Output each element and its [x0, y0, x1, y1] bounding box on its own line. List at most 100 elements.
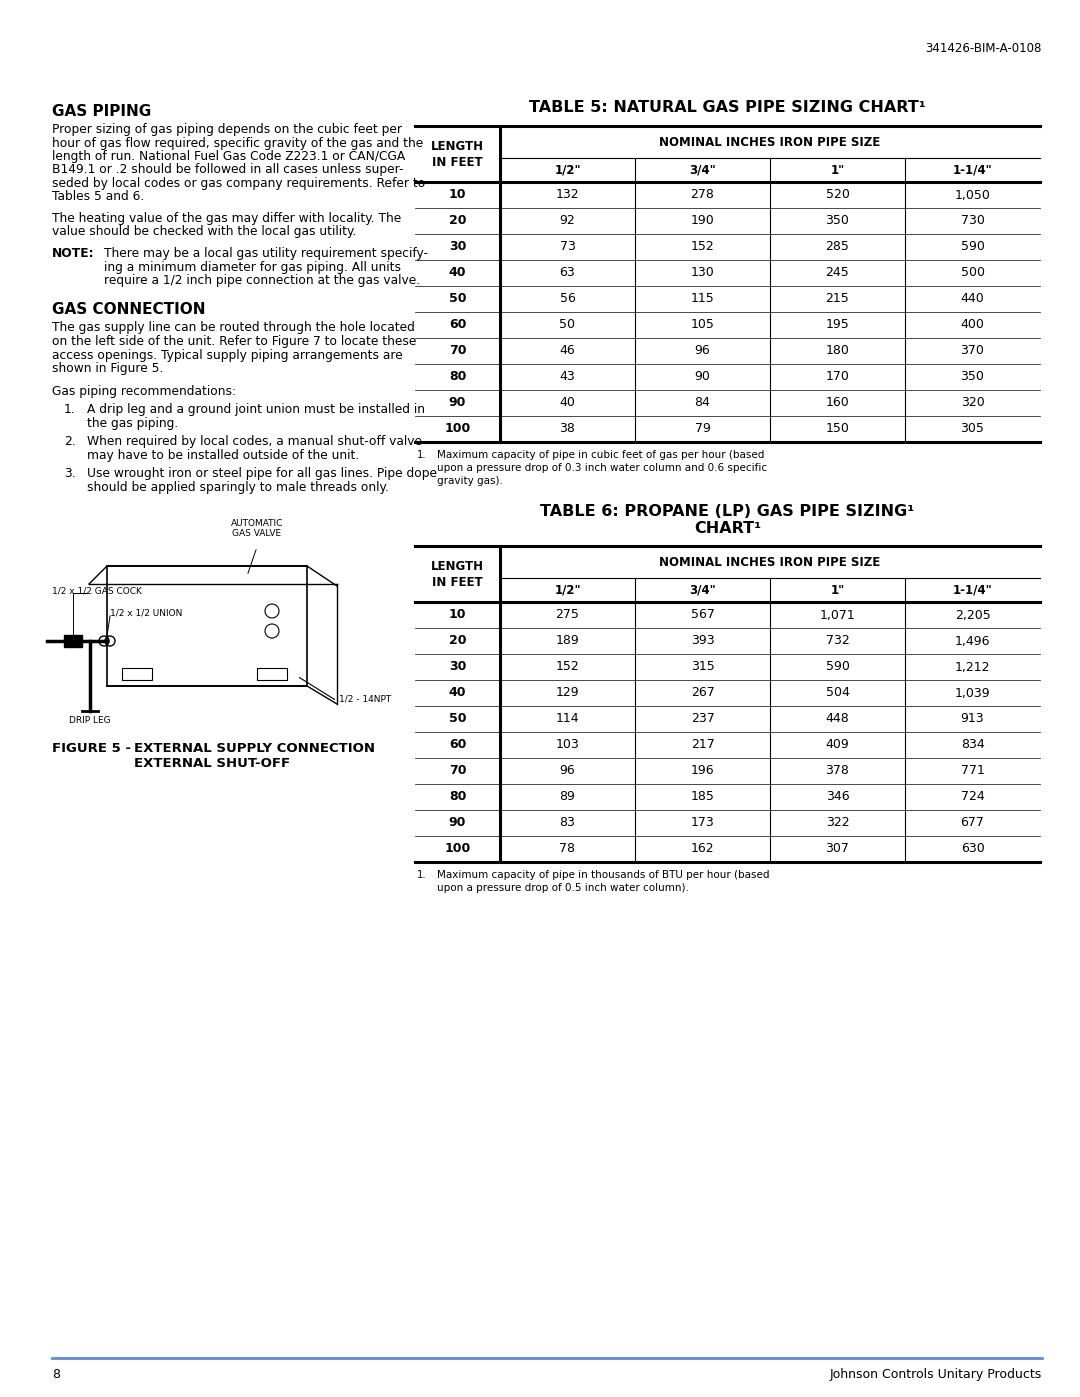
Text: 285: 285: [825, 240, 850, 253]
Text: 1.: 1.: [64, 402, 76, 416]
Text: 724: 724: [960, 791, 984, 803]
Text: 63: 63: [559, 267, 576, 279]
Text: 3/4": 3/4": [689, 163, 716, 176]
Text: Proper sizing of gas piping depends on the cubic feet per: Proper sizing of gas piping depends on t…: [52, 123, 402, 136]
Text: DRIP LEG: DRIP LEG: [69, 717, 111, 725]
Text: NOTE:: NOTE:: [52, 247, 95, 260]
Text: 195: 195: [825, 319, 849, 331]
Text: Use wrought iron or steel pipe for all gas lines. Pipe dope: Use wrought iron or steel pipe for all g…: [87, 467, 437, 481]
Text: 173: 173: [690, 816, 714, 830]
Text: 20: 20: [449, 215, 467, 228]
Text: NOMINAL INCHES IRON PIPE SIZE: NOMINAL INCHES IRON PIPE SIZE: [660, 556, 880, 569]
Text: shown in Figure 5.: shown in Figure 5.: [52, 362, 163, 374]
Text: 834: 834: [960, 739, 984, 752]
Text: 409: 409: [825, 739, 849, 752]
Text: 80: 80: [449, 370, 467, 384]
Text: 315: 315: [690, 661, 714, 673]
Text: 520: 520: [825, 189, 850, 201]
Text: 60: 60: [449, 739, 467, 752]
Text: 38: 38: [559, 422, 576, 436]
Text: 96: 96: [559, 764, 576, 778]
Text: 30: 30: [449, 240, 467, 253]
Text: 8: 8: [52, 1368, 60, 1382]
Text: 83: 83: [559, 816, 576, 830]
Text: There may be a local gas utility requirement specify-: There may be a local gas utility require…: [104, 247, 428, 260]
Text: 79: 79: [694, 422, 711, 436]
Text: 500: 500: [960, 267, 985, 279]
Text: 80: 80: [449, 791, 467, 803]
Text: 70: 70: [449, 345, 467, 358]
Text: 40: 40: [449, 267, 467, 279]
Text: 217: 217: [690, 739, 714, 752]
Text: 84: 84: [694, 397, 711, 409]
Text: 1": 1": [831, 163, 845, 176]
Text: AUTOMATIC
GAS VALVE: AUTOMATIC GAS VALVE: [231, 520, 283, 538]
Text: on the left side of the unit. Refer to Figure 7 to locate these: on the left side of the unit. Refer to F…: [52, 335, 417, 348]
Text: EXTERNAL SUPPLY CONNECTION: EXTERNAL SUPPLY CONNECTION: [134, 742, 375, 754]
Text: may have to be installed outside of the unit.: may have to be installed outside of the …: [87, 448, 360, 461]
Text: When required by local codes, a manual shut-off valve: When required by local codes, a manual s…: [87, 434, 422, 448]
Text: 677: 677: [960, 816, 985, 830]
Text: value should be checked with the local gas utility.: value should be checked with the local g…: [52, 225, 356, 239]
Text: 1,496: 1,496: [955, 634, 990, 647]
Text: 1/2": 1/2": [554, 584, 581, 597]
Text: 1.: 1.: [417, 450, 427, 460]
Text: 237: 237: [690, 712, 714, 725]
Text: access openings. Typical supply piping arrangements are: access openings. Typical supply piping a…: [52, 348, 403, 362]
Text: 3/4": 3/4": [689, 584, 716, 597]
Text: 90: 90: [449, 816, 467, 830]
Text: 92: 92: [559, 215, 576, 228]
Text: 378: 378: [825, 764, 850, 778]
Text: 393: 393: [691, 634, 714, 647]
Text: FIGURE 5 -: FIGURE 5 -: [52, 742, 131, 754]
Text: ing a minimum diameter for gas piping. All units: ing a minimum diameter for gas piping. A…: [104, 260, 401, 274]
Text: Gas piping recommendations:: Gas piping recommendations:: [52, 386, 237, 398]
Text: 1,212: 1,212: [955, 661, 990, 673]
Text: 1/2 x 1/2 GAS COCK: 1/2 x 1/2 GAS COCK: [52, 585, 141, 595]
Text: 1": 1": [831, 584, 845, 597]
Text: 1,071: 1,071: [820, 609, 855, 622]
Text: the gas piping.: the gas piping.: [87, 416, 178, 429]
Text: 2.: 2.: [64, 434, 76, 448]
Text: 152: 152: [690, 240, 714, 253]
Text: 100: 100: [444, 422, 471, 436]
Text: 305: 305: [960, 422, 985, 436]
Text: 341426-BIM-A-0108: 341426-BIM-A-0108: [926, 42, 1042, 54]
Text: 89: 89: [559, 791, 576, 803]
Text: 114: 114: [556, 712, 579, 725]
Text: 278: 278: [690, 189, 715, 201]
Text: 1/2 - 14NPT: 1/2 - 14NPT: [339, 694, 391, 703]
Text: 132: 132: [556, 189, 579, 201]
Text: 245: 245: [825, 267, 849, 279]
Text: 322: 322: [826, 816, 849, 830]
Text: 1-1/4": 1-1/4": [953, 163, 993, 176]
Text: 70: 70: [449, 764, 467, 778]
Text: 1.: 1.: [417, 870, 427, 880]
Text: Maximum capacity of pipe in cubic feet of gas per hour (based
upon a pressure dr: Maximum capacity of pipe in cubic feet o…: [437, 450, 767, 486]
Bar: [122, 668, 152, 680]
Text: 2,205: 2,205: [955, 609, 990, 622]
Text: 1/2": 1/2": [554, 163, 581, 176]
Text: 196: 196: [691, 764, 714, 778]
Text: B149.1 or .2 should be followed in all cases unless super-: B149.1 or .2 should be followed in all c…: [52, 163, 404, 176]
Text: 56: 56: [559, 292, 576, 306]
Text: 78: 78: [559, 842, 576, 855]
Text: 170: 170: [825, 370, 850, 384]
Text: 400: 400: [960, 319, 985, 331]
Text: 100: 100: [444, 842, 471, 855]
Text: 130: 130: [690, 267, 714, 279]
Text: 73: 73: [559, 240, 576, 253]
Text: 90: 90: [449, 397, 467, 409]
Text: A drip leg and a ground joint union must be installed in: A drip leg and a ground joint union must…: [87, 402, 426, 416]
Text: 162: 162: [691, 842, 714, 855]
Text: 350: 350: [960, 370, 985, 384]
Text: 590: 590: [960, 240, 985, 253]
Text: NOMINAL INCHES IRON PIPE SIZE: NOMINAL INCHES IRON PIPE SIZE: [660, 136, 880, 148]
Text: Maximum capacity of pipe in thousands of BTU per hour (based
upon a pressure dro: Maximum capacity of pipe in thousands of…: [437, 870, 769, 893]
Text: 630: 630: [960, 842, 984, 855]
Text: length of run. National Fuel Gas Code Z223.1 or CAN/CGA: length of run. National Fuel Gas Code Z2…: [52, 149, 405, 163]
Text: 771: 771: [960, 764, 985, 778]
Bar: [107, 566, 307, 686]
Text: 152: 152: [555, 661, 579, 673]
Text: EXTERNAL SHUT-OFF: EXTERNAL SHUT-OFF: [134, 757, 291, 770]
